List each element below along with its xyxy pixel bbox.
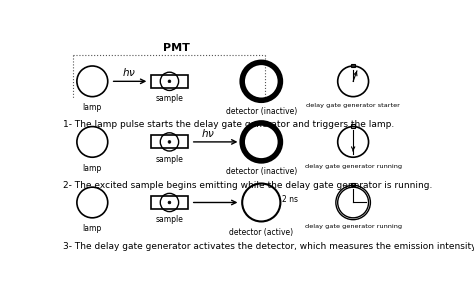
Text: lamp: lamp (82, 224, 102, 233)
Ellipse shape (168, 80, 171, 83)
Text: detector (active): detector (active) (229, 228, 293, 237)
Text: $h\nu$: $h\nu$ (122, 66, 137, 78)
Text: $h\nu$: $h\nu$ (201, 127, 215, 139)
Text: sample: sample (155, 216, 183, 225)
Bar (151, 75, 188, 88)
Text: detector (inactive): detector (inactive) (226, 167, 297, 176)
Ellipse shape (168, 140, 171, 143)
Text: delay gate generator running: delay gate generator running (305, 164, 401, 169)
Text: sample: sample (155, 155, 183, 164)
Text: 3- The delay gate generator activates the detector, which measures the emission : 3- The delay gate generator activates th… (63, 242, 474, 251)
Bar (351, 124, 355, 128)
Text: delay gate generator starter: delay gate generator starter (306, 103, 400, 108)
Text: lamp: lamp (82, 103, 102, 112)
Text: delay gate generator running: delay gate generator running (305, 224, 401, 229)
Text: 2- The excited sample begins emitting while the delay gate generator is running.: 2- The excited sample begins emitting wh… (63, 181, 432, 190)
Text: detector (inactive): detector (inactive) (226, 107, 297, 116)
Text: 2 ns: 2 ns (282, 195, 298, 204)
Bar (351, 183, 355, 186)
Text: PMT: PMT (164, 43, 190, 53)
Text: sample: sample (155, 94, 183, 103)
Bar (351, 64, 355, 67)
Bar (151, 135, 188, 148)
Text: lamp: lamp (82, 164, 102, 173)
Text: 1- The lamp pulse starts the delay gate generator and triggers the lamp.: 1- The lamp pulse starts the delay gate … (63, 121, 394, 130)
Bar (151, 196, 188, 209)
Ellipse shape (168, 201, 171, 204)
